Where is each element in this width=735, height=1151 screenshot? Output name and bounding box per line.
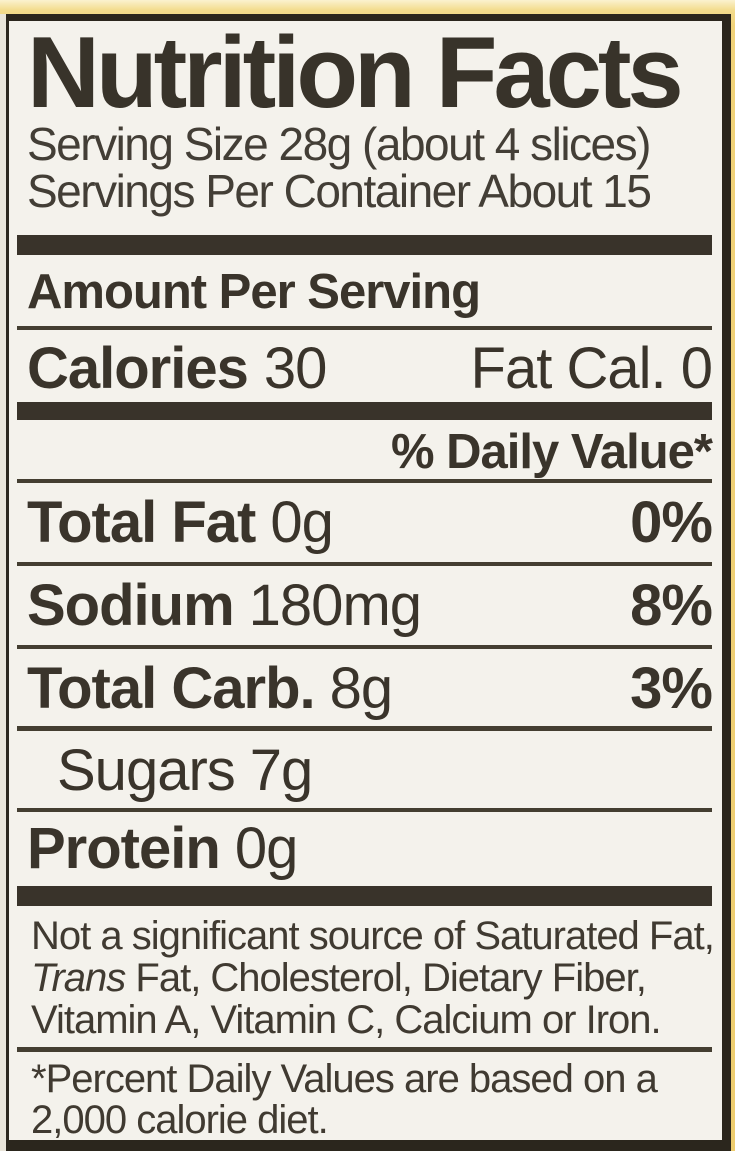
nutrient-daily-value: 8% (630, 572, 713, 638)
dv-note-line-2: 2,000 calorie diet. (31, 1097, 329, 1140)
nutrient-amount: 0g (270, 489, 334, 555)
nutrient-name-amount: Sugars 7g (27, 741, 313, 800)
nutrition-facts-label: Nutrition Facts Serving Size 28g (about … (6, 14, 731, 1151)
label-inner: Nutrition Facts Serving Size 28g (about … (9, 21, 722, 1140)
nutrient-name-amount: Sodium 180mg (27, 576, 422, 635)
daily-value-header: % Daily Value* (390, 424, 713, 479)
nutrient-name: Sugars (57, 737, 236, 803)
nutrient-name-amount: Total Carb. 8g (27, 659, 393, 718)
trans-word: Trans (31, 955, 126, 1000)
nutrient-name: Protein (27, 815, 221, 881)
nutrient-row-protein: Protein 0g (27, 812, 712, 886)
rule-above-dv-note (17, 1046, 712, 1052)
serving-size-line: Serving Size 28g (about 4 slices) (27, 117, 651, 170)
calories-row: Calories 30 Fat Cal. 0 (27, 330, 713, 402)
nutrient-row-total-fat: Total Fat 0g 0% (27, 483, 713, 562)
nutrient-name: Total Fat (27, 489, 256, 555)
nutrient-row-total-carb: Total Carb. 8g 3% (27, 649, 713, 726)
nutrient-daily-value: 3% (630, 655, 713, 721)
rule-under-sodium (17, 644, 712, 649)
fat-calories-group: Fat Cal. 0 (471, 339, 713, 398)
dv-note-line-1: *Percent Daily Values are based on a (31, 1056, 658, 1101)
nutrient-amount: 180mg (248, 572, 422, 638)
label-title: Nutrition Facts (27, 21, 684, 129)
package-background-left (0, 14, 6, 1151)
nutrient-amount: 0g (234, 815, 299, 881)
footnote-line-2-rest: Fat, Cholesterol, Dietary Fiber, (125, 955, 646, 1000)
not-significant-source-note: Not a significant source of Saturated Fa… (31, 913, 715, 1042)
rule-under-dv-header (17, 478, 712, 483)
amount-per-serving-label: Amount Per Serving (27, 264, 481, 319)
footnote-line-2: Trans Fat, Cholesterol, Dietary Fiber, (31, 957, 712, 999)
rule-under-sugars (17, 807, 712, 812)
separator-bar-calories (17, 401, 712, 420)
footnote-line-1: Not a significant source of Saturated Fa… (31, 913, 715, 958)
nutrient-daily-value: 0% (630, 489, 713, 555)
nutrient-row-sodium: Sodium 180mg 8% (27, 566, 713, 645)
footnote-line-3: Vitamin A, Vitamin C, Calcium or Iron. (31, 997, 662, 1042)
nutrient-name: Total Carb. (27, 655, 316, 721)
rule-under-total-carb (17, 725, 712, 731)
nutrient-amount: 7g (249, 737, 314, 803)
fat-calories-value: 0 (680, 335, 713, 401)
separator-bar-top (17, 234, 712, 255)
nutrient-amount: 8g (329, 655, 394, 721)
nutrient-name-amount: Total Fat 0g (27, 493, 334, 552)
fat-calories-label: Fat Cal. (470, 335, 667, 401)
nutrient-name-amount: Protein 0g (27, 819, 298, 878)
nutrient-row-sugars: Sugars 7g (27, 731, 712, 808)
rule-under-amount (17, 325, 712, 330)
calories-label: Calories (27, 335, 249, 401)
nutrient-name: Sodium (27, 572, 235, 638)
rule-under-total-fat (17, 561, 712, 566)
calories-value: 30 (263, 335, 328, 401)
servings-per-container-line: Servings Per Container About 15 (27, 164, 652, 217)
calories-group: Calories 30 (27, 339, 327, 398)
percent-daily-values-note: *Percent Daily Values are based on a 2,0… (31, 1056, 712, 1140)
separator-bar-bottom (17, 885, 712, 906)
